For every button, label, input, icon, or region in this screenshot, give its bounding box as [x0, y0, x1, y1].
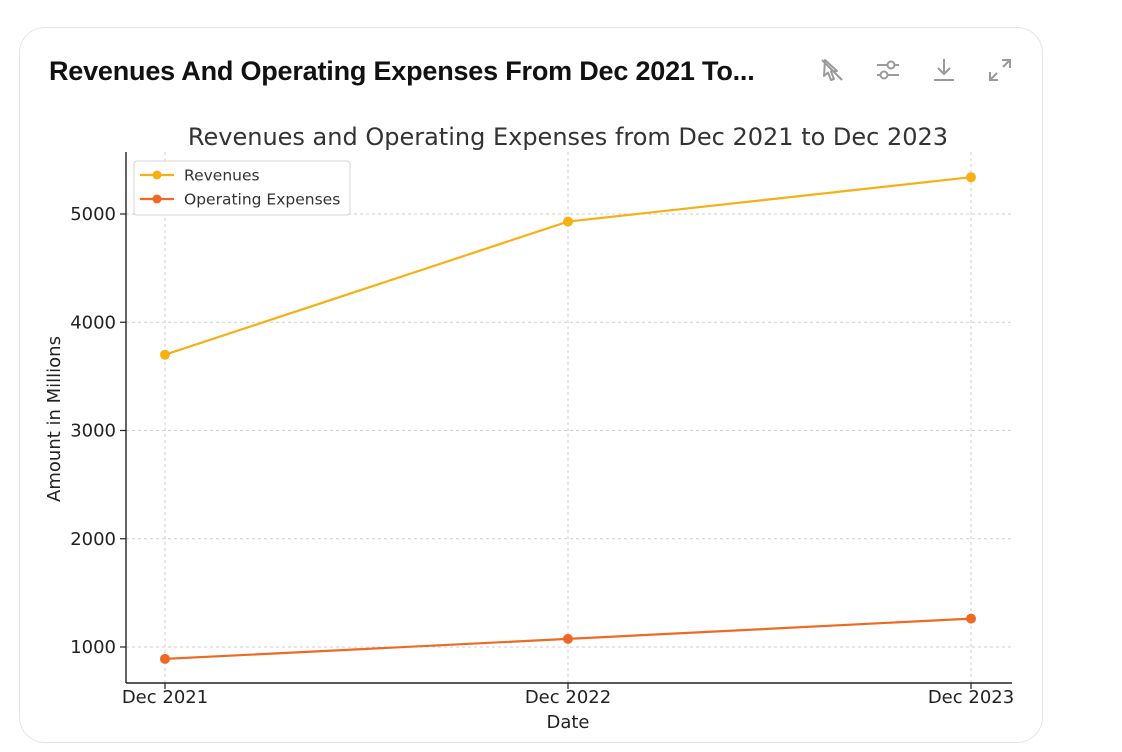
legend-box [133, 160, 351, 216]
y-tick-label: 4000 [70, 312, 116, 333]
data-point [160, 653, 170, 664]
y-tick-label: 1000 [70, 637, 116, 658]
legend-marker [152, 194, 162, 204]
series-layer [160, 172, 976, 664]
data-point [160, 349, 170, 360]
settings-sliders-icon [877, 60, 899, 80]
legend-label: Operating Expenses [184, 191, 340, 209]
toolbar [815, 53, 1017, 87]
y-tick-label: 2000 [70, 529, 116, 550]
axes: 1000 2000 3000 4000 5000 Dec 2021 Dec 2022 Dec … [70, 152, 1014, 708]
data-point [966, 613, 976, 624]
download-icon [934, 59, 954, 81]
x-tick-label: Dec 2022 [525, 687, 611, 708]
card-title: Revenues And Operating Expenses From Dec… [49, 56, 755, 86]
data-point [966, 172, 976, 183]
grid [126, 152, 1012, 683]
x-tick-label: Dec 2023 [928, 687, 1014, 708]
download-button[interactable] [927, 53, 961, 87]
chart-title: Revenues and Operating Expenses from Dec… [188, 123, 948, 151]
x-tick-label: Dec 2021 [122, 687, 208, 708]
settings-button[interactable] [871, 53, 905, 87]
legend: Revenues Operating Expenses [133, 160, 351, 216]
legend-label: Revenues [184, 167, 260, 185]
interactive-toggle-button[interactable] [815, 53, 849, 87]
x-axis-label: Date [546, 712, 589, 733]
data-point [563, 216, 573, 227]
interactive-off-icon [821, 59, 843, 81]
expand-icon [989, 59, 1011, 81]
y-tick-label: 5000 [70, 204, 116, 225]
expand-button[interactable] [983, 53, 1017, 87]
legend-marker [152, 170, 162, 180]
y-axis-label: Amount in Millions [44, 336, 65, 502]
y-tick-label: 3000 [70, 421, 116, 442]
data-point [563, 633, 573, 644]
